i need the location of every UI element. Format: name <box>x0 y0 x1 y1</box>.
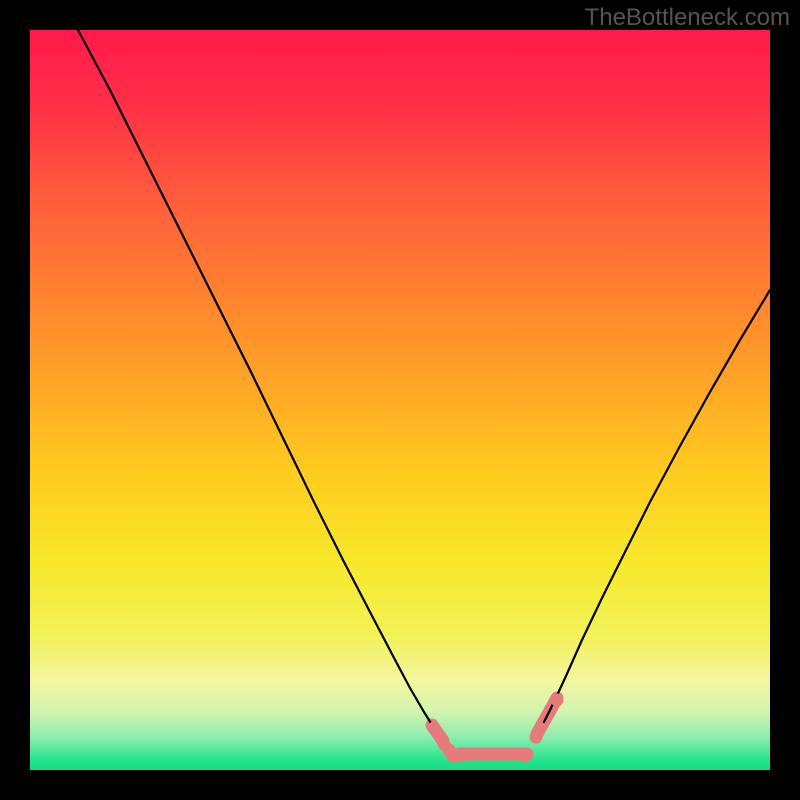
highlight-dot <box>530 731 543 744</box>
highlight-dot <box>551 694 564 707</box>
highlight-dot <box>428 722 441 735</box>
chart-stage: TheBottleneck.com <box>0 0 800 800</box>
gradient-background <box>30 30 770 770</box>
highlight-dot <box>454 750 467 763</box>
chart-svg <box>0 0 800 800</box>
plot-area <box>30 30 770 770</box>
watermark-text: TheBottleneck.com <box>585 4 790 32</box>
highlight-dot <box>438 738 451 751</box>
highlight-dot <box>519 750 532 763</box>
